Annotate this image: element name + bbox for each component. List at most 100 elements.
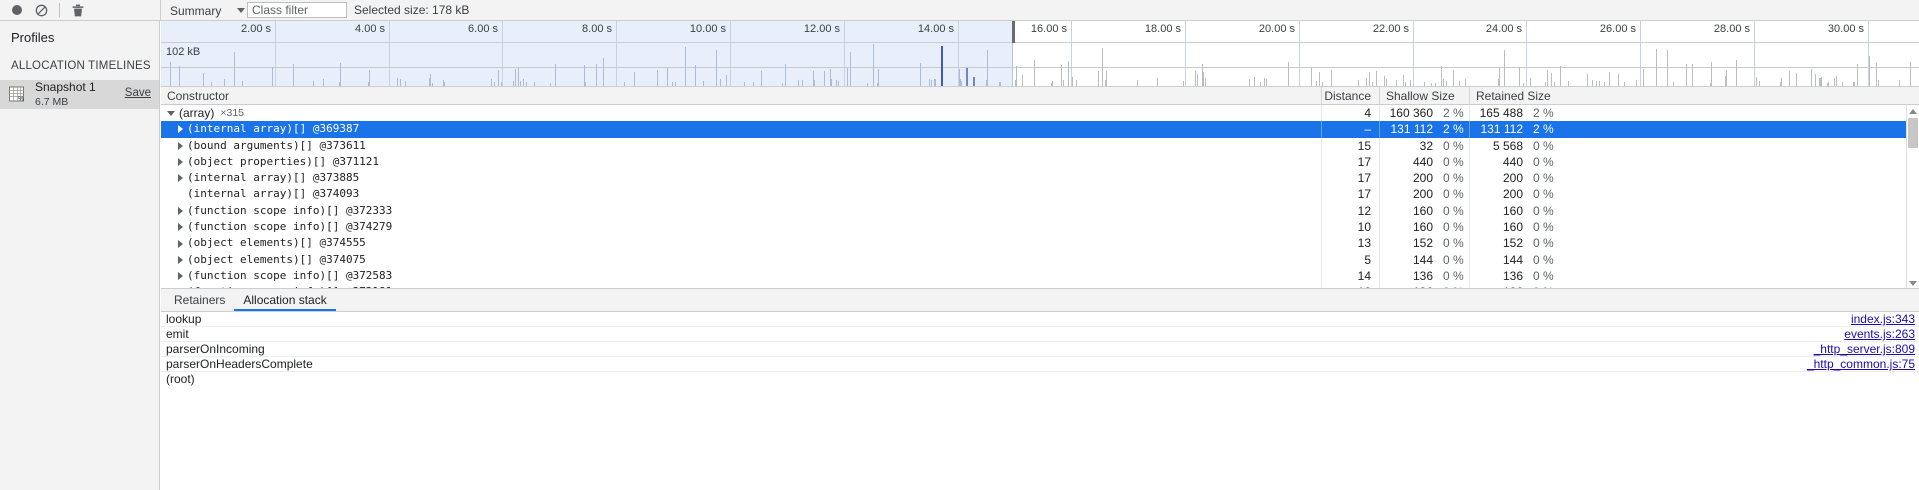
allocation-bar <box>1254 77 1255 86</box>
table-row[interactable]: (object properties)[] @371121 17 440 0 % 440… <box>161 153 1919 171</box>
column-header-retained-size[interactable]: Retained Size <box>1469 87 1559 105</box>
constructor-name: (internal array)[] @369387 <box>187 122 360 136</box>
allocation-bar <box>1446 81 1447 86</box>
allocation-bar <box>1820 78 1821 86</box>
table-row[interactable]: (object elements)[] @374555 13 152 0 % 152 0 … <box>161 235 1919 252</box>
toolbar: Summary Selected size: 178 kB <box>0 0 1919 21</box>
allocation-bar <box>1061 65 1062 86</box>
scroll-down-icon[interactable] <box>1907 277 1919 288</box>
timeline-tick <box>1299 21 1300 86</box>
delete-button[interactable] <box>67 1 89 20</box>
chevron-right-icon[interactable] <box>178 239 183 248</box>
timeline-size-label: 102 kB <box>166 46 201 58</box>
save-link[interactable]: Save <box>124 87 151 99</box>
table-row[interactable]: (function scope info)[] @374279 10 160 0 % 1… <box>161 219 1919 236</box>
timeline-tick-label: 4.00 s <box>355 23 385 35</box>
column-header-constructor[interactable]: Constructor <box>167 89 230 103</box>
clear-button[interactable] <box>30 1 52 20</box>
chevron-right-icon[interactable] <box>178 206 183 215</box>
allocation-bar <box>1441 80 1442 86</box>
stack-frame-row[interactable]: emit events.js:263 <box>161 327 1919 342</box>
allocation-bar <box>695 65 696 86</box>
retained-size-cell: 160 <box>1502 203 1523 218</box>
scroll-up-icon[interactable] <box>1907 105 1919 117</box>
chevron-right-icon[interactable] <box>178 272 183 281</box>
allocation-bar <box>430 74 431 86</box>
allocation-bar <box>1819 78 1820 86</box>
distance-cell: 4 <box>1364 106 1371 120</box>
chevron-right-icon[interactable] <box>178 125 183 134</box>
allocation-bar <box>501 82 502 86</box>
allocation-bar <box>1396 80 1397 86</box>
stack-frame-source-link[interactable]: _http_server.js:809 <box>1813 342 1915 356</box>
allocation-bar <box>405 81 406 86</box>
column-header-shallow-size[interactable]: Shallow Size <box>1379 87 1469 105</box>
allocation-bar <box>873 44 874 86</box>
table-row[interactable]: (internal array)[] @374093 17 200 0 % 200 0 % <box>161 186 1919 203</box>
table-row[interactable]: (internal array)[] @373885 17 200 0 % 200 0 % <box>161 170 1919 187</box>
view-select[interactable]: Summary <box>166 2 249 19</box>
sidebar-item-snapshot-1[interactable]: % Snapshot 1 6.7 MB Save <box>0 80 159 109</box>
table-row[interactable]: (object elements)[] @374075 5 144 0 % 144 0 % <box>161 251 1919 268</box>
allocation-bar <box>1015 80 1016 86</box>
timeline-selection-region[interactable] <box>161 21 1012 86</box>
allocation-bar <box>1726 78 1727 86</box>
shallow-size-percent: 2 % <box>1443 122 1464 137</box>
tab-allocation-stack[interactable]: Allocation stack <box>234 289 336 311</box>
constructor-cell: (internal array)[] @374093 <box>161 186 1338 202</box>
allocation-timeline-overview[interactable]: 2.00 s 4.00 s 6.00 s 8.00 s 10.00 s 12.00 s 14… <box>161 21 1919 87</box>
shallow-size-percent: 0 % <box>1443 252 1464 267</box>
grid-vertical-scrollbar[interactable] <box>1906 105 1919 288</box>
table-row[interactable]: (function scope info)[] @372333 12 160 0 % 1… <box>161 202 1919 220</box>
chevron-right-icon[interactable] <box>178 223 183 232</box>
allocation-bar <box>675 82 676 86</box>
toolbar-divider <box>160 0 161 21</box>
constructor-cell: (bound arguments)[] @373611 <box>161 138 1338 154</box>
record-button[interactable] <box>6 1 28 20</box>
chevron-right-icon[interactable] <box>178 255 183 264</box>
table-row[interactable]: (bound arguments)[] @373611 15 32 0 % 5 568 0… <box>161 137 1919 154</box>
shallow-size-cell: 160 360 <box>1389 106 1433 120</box>
allocation-bar <box>838 81 839 86</box>
stack-frame-row[interactable]: parserOnIncoming _http_server.js:809 <box>161 342 1919 357</box>
chevron-down-icon[interactable] <box>167 110 175 116</box>
constructor-cell: (function scope info)[] @374279 <box>161 219 1338 235</box>
retained-size-percent: 0 % <box>1533 171 1554 186</box>
stack-frame-row[interactable]: parserOnHeadersComplete _http_common.js:7… <box>161 357 1919 372</box>
constructor-name: (internal array)[] @373885 <box>187 171 360 185</box>
allocation-bar <box>1504 50 1505 86</box>
scrollbar-thumb[interactable] <box>1908 118 1918 148</box>
chevron-right-icon[interactable] <box>178 174 183 183</box>
timeline-selection-edge <box>1012 21 1013 86</box>
column-header-distance[interactable]: Distance <box>1321 87 1379 105</box>
timeline-selection-handle[interactable] <box>1012 21 1015 43</box>
stack-frame-row[interactable]: lookup index.js:343 <box>161 312 1919 327</box>
allocation-bar <box>1424 82 1425 86</box>
table-row[interactable]: (internal array)[] @369387 – 131 112 2 % 131… <box>161 121 1919 138</box>
class-filter-input[interactable] <box>247 2 347 18</box>
column-separator <box>1321 235 1322 252</box>
column-separator <box>1379 219 1380 236</box>
stack-frame-row[interactable]: (root) <box>161 372 1919 387</box>
allocation-bar <box>368 82 369 86</box>
retained-size-percent: 0 % <box>1533 138 1554 153</box>
stack-frame-source-link[interactable]: _http_common.js:75 <box>1806 357 1915 371</box>
shallow-size-cell: 136 <box>1412 268 1433 283</box>
retained-size-cell: 5 568 <box>1492 138 1523 153</box>
tab-retainers[interactable]: Retainers <box>174 293 226 307</box>
table-row[interactable]: (function scope info)[] @372181121360 %1… <box>161 284 1919 288</box>
stack-frame-source-link[interactable]: index.js:343 <box>1850 312 1915 326</box>
column-separator <box>1321 186 1322 203</box>
timeline-tick-label: 18.00 s <box>1144 23 1181 35</box>
timeline-tick-label: 16.00 s <box>1030 23 1067 35</box>
table-row[interactable]: (array) ×315 4 160 360 2 % 165 488 2 % <box>161 105 1919 122</box>
allocation-bar <box>961 81 962 86</box>
distance-cell: 12 <box>1357 203 1371 218</box>
column-separator <box>1379 235 1380 252</box>
allocation-bar <box>1202 64 1203 86</box>
chevron-right-icon[interactable] <box>178 141 183 150</box>
stack-frame-source-link[interactable]: events.js:263 <box>1844 327 1915 341</box>
chevron-right-icon[interactable] <box>178 158 183 167</box>
allocation-bar <box>1854 82 1855 86</box>
table-row[interactable]: (function scope info)[] @372583 14 136 0 % 1… <box>161 267 1919 285</box>
